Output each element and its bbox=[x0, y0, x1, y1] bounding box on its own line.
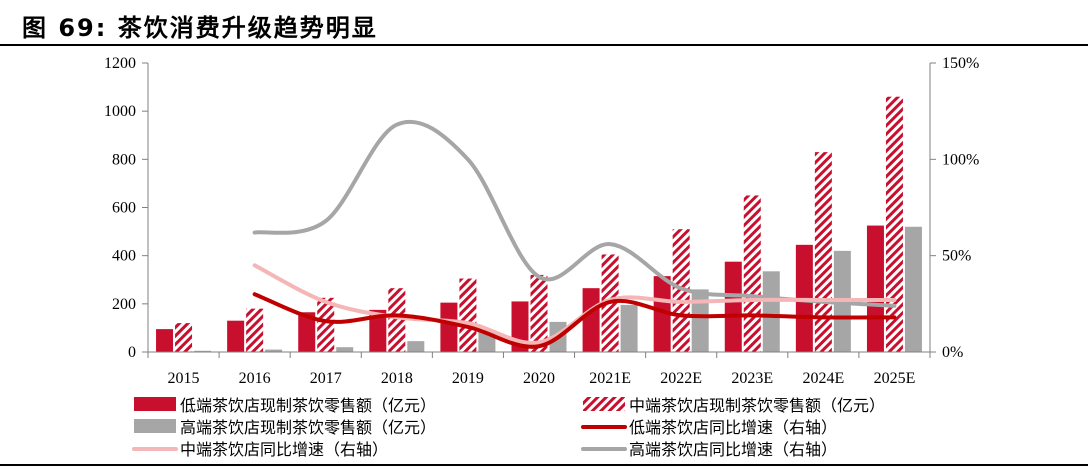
right-tick-label-3: 150% bbox=[942, 55, 979, 72]
legend-label-0: 低端茶饮店现制茶饮零售额（亿元） bbox=[180, 396, 436, 415]
bar-series1-10 bbox=[885, 96, 903, 352]
left-tick-label-2: 400 bbox=[112, 248, 136, 265]
legend-swatch-2 bbox=[134, 419, 176, 433]
bar-series1-5 bbox=[530, 274, 548, 352]
x-tick-label-0: 2015 bbox=[168, 370, 200, 387]
bar-series2-6 bbox=[620, 305, 638, 352]
bar-series1-8 bbox=[743, 195, 761, 352]
legend-label-3: 低端茶饮店同比增速（右轴） bbox=[629, 418, 837, 437]
legend-label-2: 高端茶饮店现制茶饮零售额（亿元） bbox=[180, 418, 436, 437]
lines-layer bbox=[252, 119, 897, 349]
bar-series2-7 bbox=[691, 289, 709, 352]
x-tick-label-9: 2024E bbox=[802, 370, 844, 387]
bottom-rule bbox=[0, 464, 1088, 466]
x-tick-label-8: 2023E bbox=[731, 370, 773, 387]
left-tick-label-6: 1200 bbox=[104, 55, 136, 72]
bar-series1-7 bbox=[672, 229, 690, 352]
x-tick-label-10: 2025E bbox=[874, 370, 916, 387]
left-tick-label-1: 200 bbox=[112, 296, 136, 313]
x-tick-label-1: 2016 bbox=[239, 370, 271, 387]
x-tick-label-2: 2017 bbox=[310, 370, 342, 387]
legend-label-5: 高端茶饮店同比增速（右轴） bbox=[629, 440, 837, 459]
left-tick-label-3: 600 bbox=[112, 200, 136, 217]
right-tick-label-0: 0% bbox=[942, 344, 963, 361]
right-tick-label-2: 100% bbox=[942, 151, 979, 168]
bar-series0-0 bbox=[156, 329, 174, 352]
bar-series0-10 bbox=[866, 225, 884, 352]
legend-label-4: 中端茶饮店同比增速（右轴） bbox=[180, 440, 388, 459]
bar-series0-1 bbox=[227, 320, 245, 352]
bar-series1-4 bbox=[459, 278, 477, 352]
axes-layer: 0 200 400 600 800 1000 1200 0% 50% 100% 150% 2015 20… bbox=[104, 55, 979, 387]
bar-series2-2 bbox=[336, 347, 354, 352]
bar-series1-0 bbox=[175, 323, 193, 352]
bar-series1-3 bbox=[388, 288, 406, 352]
bar-series0-2 bbox=[298, 312, 316, 352]
figure-title: 图 69: 茶饮消费升级趋势明显 bbox=[22, 14, 378, 42]
bar-series0-8 bbox=[724, 261, 742, 352]
legend-swatch-0 bbox=[134, 397, 176, 411]
left-tick-label-5: 1000 bbox=[104, 103, 136, 120]
bar-series2-8 bbox=[762, 271, 780, 352]
bar-series2-1 bbox=[265, 349, 283, 352]
bar-series0-7 bbox=[653, 276, 671, 352]
x-tick-label-7: 2022E bbox=[660, 370, 702, 387]
x-tick-label-4: 2019 bbox=[452, 370, 484, 387]
bar-series1-2 bbox=[317, 297, 335, 352]
x-tick-label-6: 2021E bbox=[589, 370, 631, 387]
legend-label-1: 中端茶饮店现制茶饮零售额（亿元） bbox=[629, 396, 885, 415]
bar-series1-1 bbox=[246, 308, 264, 352]
title-bar: 图 69: 茶饮消费升级趋势明显 bbox=[0, 0, 1088, 46]
line-series3 bbox=[252, 292, 897, 349]
legend: 低端茶饮店现制茶饮零售额（亿元） 中端茶饮店现制茶饮零售额（亿元） 高端茶饮店现制茶… bbox=[132, 396, 885, 459]
x-tick-label-3: 2018 bbox=[381, 370, 413, 387]
bar-series0-4 bbox=[440, 302, 458, 352]
bar-series0-3 bbox=[369, 309, 387, 352]
bar-series2-10 bbox=[904, 226, 922, 352]
bars-layer bbox=[156, 96, 922, 352]
x-tick-label-5: 2020 bbox=[523, 370, 555, 387]
bar-series1-9 bbox=[814, 152, 832, 352]
legend-swatch-1 bbox=[583, 397, 625, 411]
left-tick-label-0: 0 bbox=[128, 344, 136, 361]
bar-series2-3 bbox=[407, 341, 425, 352]
title-rule bbox=[0, 44, 1088, 46]
bar-series2-0 bbox=[194, 350, 212, 352]
bar-series0-6 bbox=[582, 288, 600, 352]
right-tick-label-1: 50% bbox=[942, 248, 971, 265]
left-tick-label-4: 800 bbox=[112, 151, 136, 168]
